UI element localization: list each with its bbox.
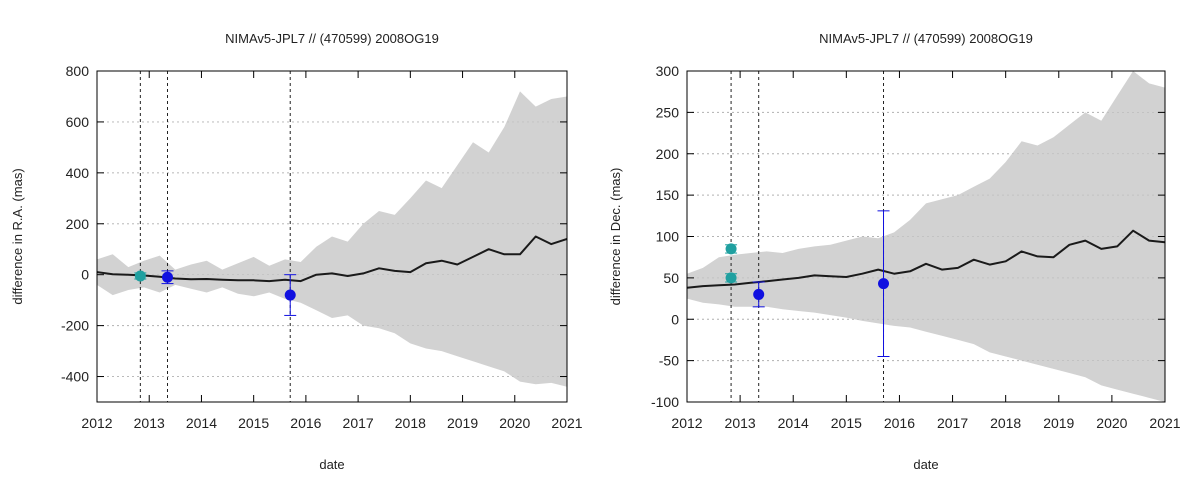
y-tick-label: -200	[61, 318, 89, 334]
observation-point	[877, 210, 890, 357]
y-tick-label: 150	[656, 187, 680, 203]
uncertainty-band	[97, 91, 567, 387]
data-point	[725, 272, 737, 284]
y-axis-label: difference in R.A. (mas)	[10, 168, 25, 304]
x-tick-label: 2013	[725, 415, 756, 431]
chart-panel-dec: 2012 2013 2014 2015 2016 2017 2018 2019 2020 2021…	[608, 31, 1181, 472]
data-point	[284, 289, 296, 301]
plot-area	[97, 71, 567, 402]
x-tick-label: 2019	[447, 415, 478, 431]
chart-panel-ra: 2012 2013 2014 2015 2016 2017 2018 2019 2020 2021…	[10, 31, 583, 472]
x-tick-label: 2020	[499, 415, 530, 431]
uncertainty-band	[687, 71, 1165, 402]
x-tick-label: 2013	[134, 415, 165, 431]
y-tick-label: 250	[656, 104, 680, 120]
data-point	[134, 270, 146, 282]
observation-point	[161, 270, 174, 285]
x-tick-label: 2018	[395, 415, 426, 431]
x-tick-label: 2014	[186, 415, 217, 431]
series-line	[687, 229, 1165, 289]
x-axis-label: date	[319, 457, 344, 472]
x-tick-label: 2017	[937, 415, 968, 431]
y-axis-label: difference in Dec. (mas)	[608, 168, 623, 306]
x-tick-label: 2019	[1043, 415, 1074, 431]
y-tick-label: 200	[66, 216, 90, 232]
data-point	[753, 288, 765, 300]
y-tick-label: -100	[651, 394, 679, 410]
y-tick-label: 800	[66, 63, 90, 79]
x-tick-label: 2012	[81, 415, 112, 431]
y-tick-label: 50	[663, 270, 679, 286]
observation-point	[134, 270, 147, 282]
x-tick-label: 2021	[551, 415, 582, 431]
y-tick-label: -50	[659, 353, 679, 369]
x-tick-label: 2015	[831, 415, 862, 431]
y-tick-label: 100	[656, 229, 680, 245]
x-tick-label: 2020	[1096, 415, 1127, 431]
observation-point	[725, 243, 738, 255]
chart-title: NIMAv5-JPL7 // (470599) 2008OG19	[819, 31, 1033, 46]
x-axis-label: date	[913, 457, 938, 472]
series-line	[97, 235, 567, 283]
y-tick-label: 200	[656, 146, 680, 162]
y-tick-label: 400	[66, 165, 90, 181]
plot-area	[687, 71, 1165, 402]
x-tick-label: 2017	[343, 415, 374, 431]
x-tick-label: 2014	[778, 415, 809, 431]
y-tick-label: -400	[61, 369, 89, 385]
chart-title: NIMAv5-JPL7 // (470599) 2008OG19	[225, 31, 439, 46]
y-tick-label: 600	[66, 114, 90, 130]
x-tick-label: 2016	[884, 415, 915, 431]
data-point	[162, 271, 173, 283]
data-point	[878, 278, 890, 290]
observation-point	[725, 272, 738, 284]
x-tick-label: 2015	[238, 415, 269, 431]
observation-point	[284, 274, 297, 316]
observation-point	[752, 281, 765, 308]
x-tick-label: 2016	[290, 415, 321, 431]
y-tick-label: 300	[656, 63, 680, 79]
x-tick-label: 2021	[1149, 415, 1180, 431]
x-tick-label: 2012	[671, 415, 702, 431]
y-tick-label: 0	[81, 267, 89, 283]
y-tick-label: 0	[671, 311, 679, 327]
x-tick-label: 2018	[990, 415, 1021, 431]
axes-frame	[96, 70, 568, 403]
data-point	[725, 243, 737, 255]
